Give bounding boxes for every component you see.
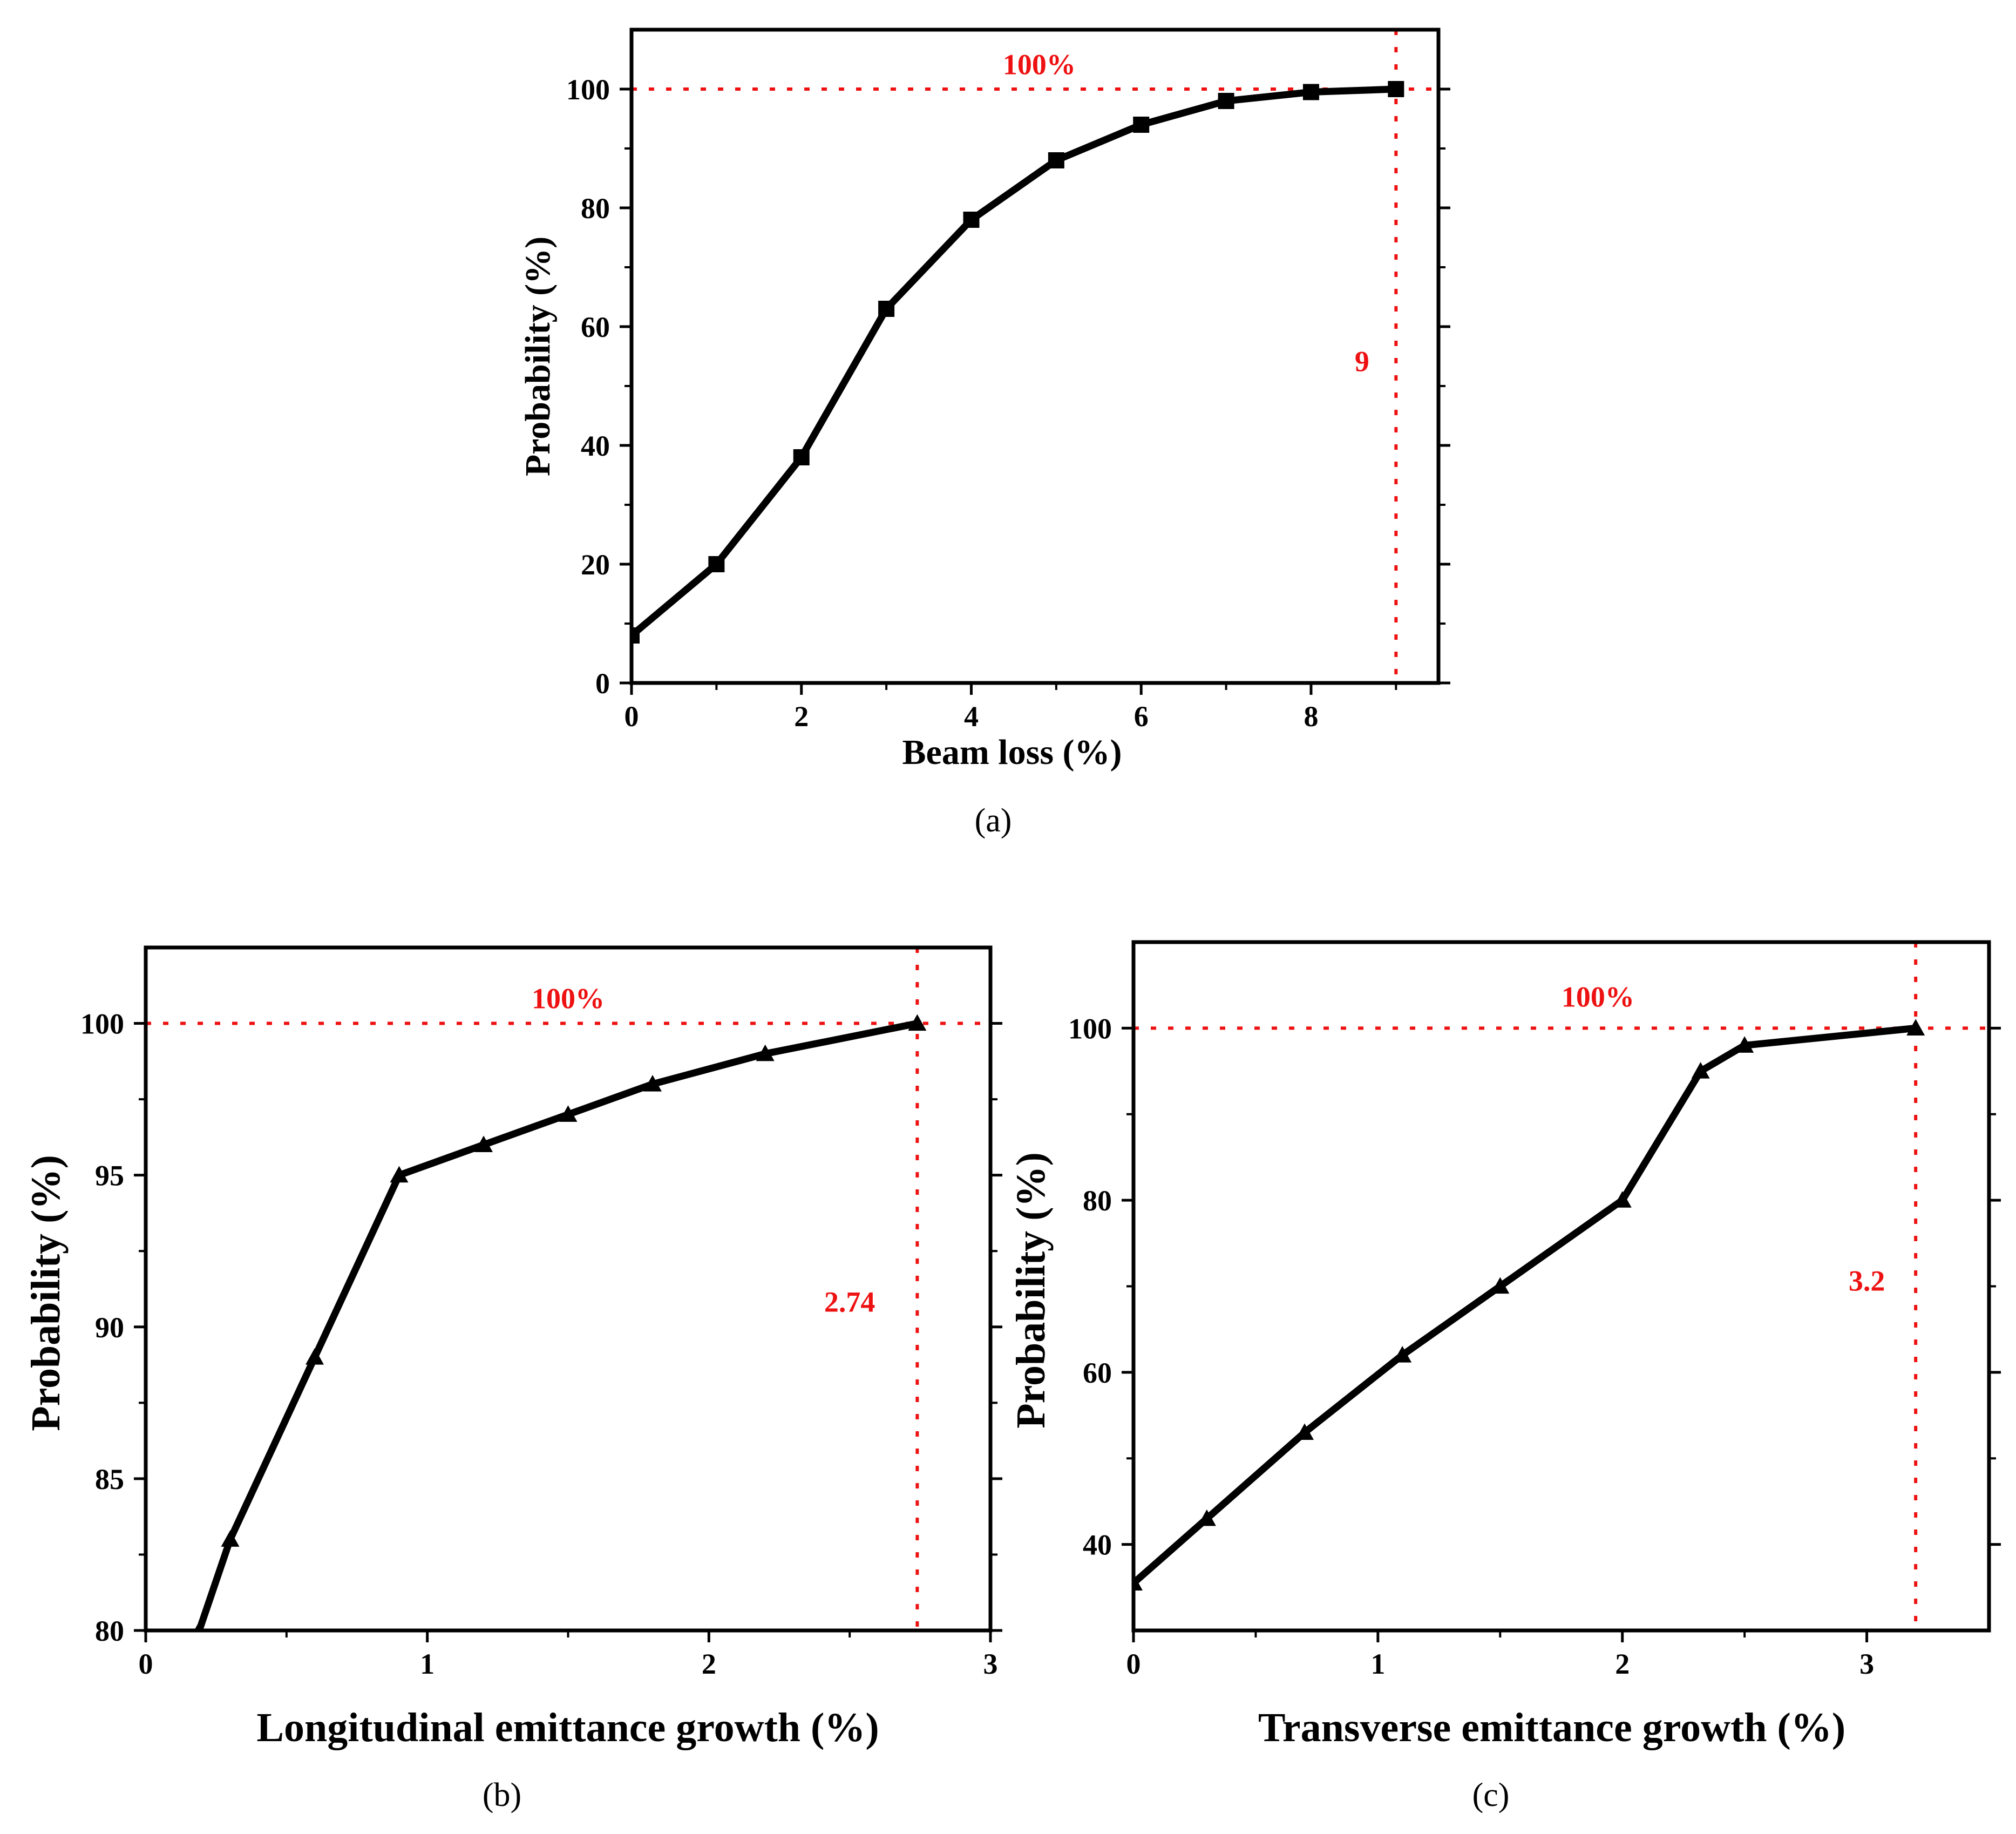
panel-b-y-tick-label: 85: [95, 1463, 124, 1495]
panel-a-x-axis-title: Beam loss (%): [902, 733, 1122, 772]
panel-c-x-tick-label: 0: [1126, 1648, 1141, 1680]
panel-b-y-axis-title: Probability (%): [23, 1155, 69, 1431]
panel-b-y-tick-label: 100: [80, 1008, 124, 1040]
panel-b-x-tick-label: 0: [139, 1648, 153, 1680]
panel-c-data-point: [1133, 1574, 1143, 1591]
panel-a-y-tick-label: 40: [581, 430, 610, 462]
panel-a-y-tick-label: 80: [581, 192, 610, 225]
panel-c-x-tick-label: 1: [1370, 1648, 1385, 1680]
panel-a-data-point: [1048, 152, 1064, 168]
panel-b-data-point: [221, 1530, 240, 1547]
panel-b-caption: (b): [483, 1777, 521, 1813]
panel-a-y-tick-label: 60: [581, 311, 610, 343]
panel-a-x-tick-label: 6: [1134, 700, 1149, 733]
panel-a-data-point: [708, 556, 725, 572]
panel-c-plot: 0 1 2 3 40 60 80 100 100% 3.2: [1068, 940, 2001, 1680]
panel-a-y-tick-label: 0: [595, 667, 610, 700]
panel-c-y-tick-label: 100: [1068, 1012, 1112, 1045]
panel-a-data-point: [793, 449, 810, 465]
panel-a-annotation-100-percent: 100%: [1003, 49, 1076, 81]
panel-c-data-point: [1906, 1019, 1925, 1036]
panel-a-y-tick-label: 100: [566, 73, 610, 106]
panel-a-plot-frame: [629, 28, 1441, 685]
panel-a-x-tick-label: 0: [625, 700, 639, 733]
panel-b-y-tick-label: 95: [95, 1160, 124, 1192]
panel-b-data-point: [194, 1621, 205, 1630]
panel-c: 0 1 2 3 40 60 80 100 100% 3.2 Transverse emittanc…: [1008, 940, 2001, 1813]
panel-b-x-tick-label: 2: [702, 1648, 716, 1680]
panel-b-y-tick-label: 90: [95, 1311, 124, 1344]
panel-a-data-point: [632, 627, 640, 644]
panel-c-x-axis-title: Transverse emittance growth (%): [1258, 1705, 1845, 1750]
panel-a-data-point: [1218, 93, 1234, 109]
panel-b-data-point: [643, 1075, 662, 1092]
panel-b-x-tick-label: 3: [983, 1648, 998, 1680]
panel-c-data-point: [1613, 1191, 1632, 1208]
panel-a-x-tick-label: 8: [1304, 700, 1318, 733]
panel-c-x-tick-label: 3: [1859, 1648, 1874, 1680]
panel-a-data-point: [878, 301, 895, 317]
panel-b-annotation-threshold: 2.74: [824, 1286, 875, 1318]
panel-a-x-tick-label: 2: [794, 700, 809, 733]
panel-b-data-point: [390, 1166, 409, 1183]
panel-a-caption: (a): [975, 802, 1012, 839]
panel-c-data-point: [1393, 1346, 1412, 1363]
panel-a-annotation-threshold: 9: [1355, 346, 1369, 378]
panel-a-x-tick-label: 4: [964, 700, 979, 733]
panel-a-data-point: [963, 212, 980, 228]
panel-c-annotation-threshold: 3.2: [1849, 1264, 1885, 1297]
panel-b-y-tick-label: 80: [95, 1615, 124, 1647]
panel-c-data-point: [1691, 1062, 1710, 1079]
panel-c-caption: (c): [1472, 1777, 1510, 1813]
panel-a-series-line: [632, 85, 1396, 638]
panel-c-annotation-100-percent: 100%: [1562, 981, 1634, 1013]
panel-a-y-tick-label: 20: [581, 549, 610, 581]
panel-c-y-axis-title: Probability (%): [1008, 1152, 1054, 1429]
panel-b: 0 1 2 3 80 85 90 95 100 100% 2.74 Longitudinal emi…: [23, 945, 1002, 1813]
panel-b-data-point: [559, 1105, 578, 1122]
panel-b-plot: 0 1 2 3 80 85 90 95 100 100% 2.74: [80, 945, 1002, 1680]
panel-b-x-axis-title: Longitudinal emittance growth (%): [256, 1705, 879, 1750]
panel-c-data-point: [1197, 1509, 1216, 1526]
panel-c-y-tick-label: 60: [1083, 1357, 1112, 1389]
panel-c-y-tick-label: 40: [1083, 1529, 1112, 1561]
panel-b-data-point: [306, 1348, 324, 1365]
panel-a-data-point: [1302, 84, 1319, 100]
panel-b-annotation-100-percent: 100%: [532, 982, 605, 1014]
panel-a-y-axis-title: Probability (%): [518, 236, 558, 476]
panel-a-data-point: [1388, 81, 1404, 97]
panel-c-data-point: [1491, 1277, 1510, 1294]
panel-b-data-point: [908, 1014, 927, 1031]
panel-b-data-point: [474, 1135, 493, 1153]
panel-c-x-tick-label: 2: [1615, 1648, 1630, 1680]
panel-a-data-point: [1133, 117, 1150, 133]
panel-c-data-point: [1295, 1423, 1314, 1440]
panel-b-x-tick-label: 1: [420, 1648, 435, 1680]
panel-c-y-tick-label: 80: [1083, 1185, 1112, 1217]
panel-c-data-point: [1735, 1036, 1754, 1053]
panel-b-data-point: [756, 1044, 775, 1061]
